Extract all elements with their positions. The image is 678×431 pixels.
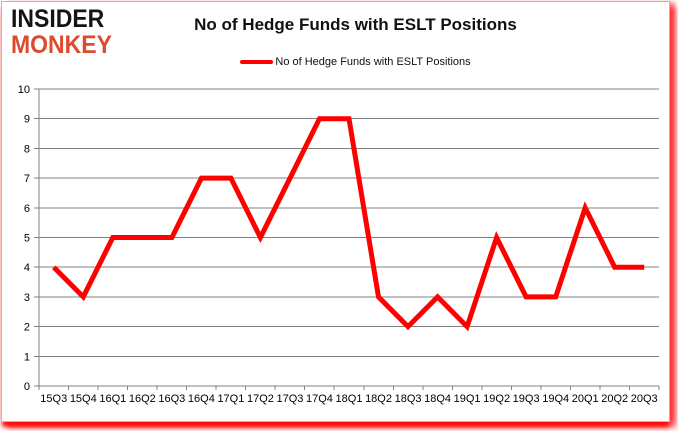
y-tick-label: 6 [24,203,30,215]
x-tick-label: 17Q3 [276,393,303,405]
y-tick-label: 0 [24,381,30,393]
series-line [52,116,645,332]
y-tick-label: 8 [24,143,30,155]
y-tick-label: 3 [24,292,30,304]
x-tick-label: 20Q3 [631,393,658,405]
legend-label: No of Hedge Funds with ESLT Positions [275,56,471,68]
x-tick-label: 16Q2 [129,393,156,405]
y-tick-label: 9 [24,114,30,126]
y-tick-label: 2 [24,322,30,334]
x-tick-label: 18Q1 [336,393,363,405]
y-tick-label: 4 [24,262,30,274]
x-tick-label: 16Q4 [188,393,215,405]
x-tick-label: 19Q4 [542,393,569,405]
y-tick-label: 5 [24,233,30,245]
x-tick-label: 17Q1 [217,393,244,405]
x-tick-label: 15Q3 [40,393,67,405]
logo-text-insider: INSIDER [11,5,105,33]
x-tick-label: 20Q2 [601,393,628,405]
x-tick-label: 15Q4 [70,393,97,405]
x-tick-label: 19Q3 [513,393,540,405]
y-tick-label: 10 [18,84,30,96]
page-title: No of Hedge Funds with ESLT Positions [194,15,517,34]
y-tick-label: 1 [24,351,30,363]
legend: No of Hedge Funds with ESLT Positions [62,56,649,68]
x-tick-label: 16Q3 [158,393,185,405]
chart-card: INSIDER MONKEY No of Hedge Funds with ES… [1,1,670,422]
x-tick-label: 16Q1 [99,393,126,405]
x-tick-label: 18Q4 [424,393,451,405]
line-chart: 0 1 2 3 4 5 6 7 8 9 10 15Q3 15Q4 16Q1 16Q2 16Q3 16Q4 17Q1… [18,84,660,405]
x-tick-label: 18Q3 [395,393,422,405]
legend-line-icon [240,60,274,64]
y-tick-label: 7 [24,173,30,185]
x-tick-label: 19Q1 [454,393,481,405]
insider-monkey-logo: INSIDER MONKEY [11,7,121,58]
x-tick-label: 19Q2 [483,393,510,405]
x-tick-label: 20Q1 [572,393,599,405]
x-tick-label: 18Q2 [365,393,392,405]
x-tick-label: 17Q2 [247,393,274,405]
logo-text-monkey: MONKEY [11,31,112,59]
x-tick-label: 17Q4 [306,393,333,405]
